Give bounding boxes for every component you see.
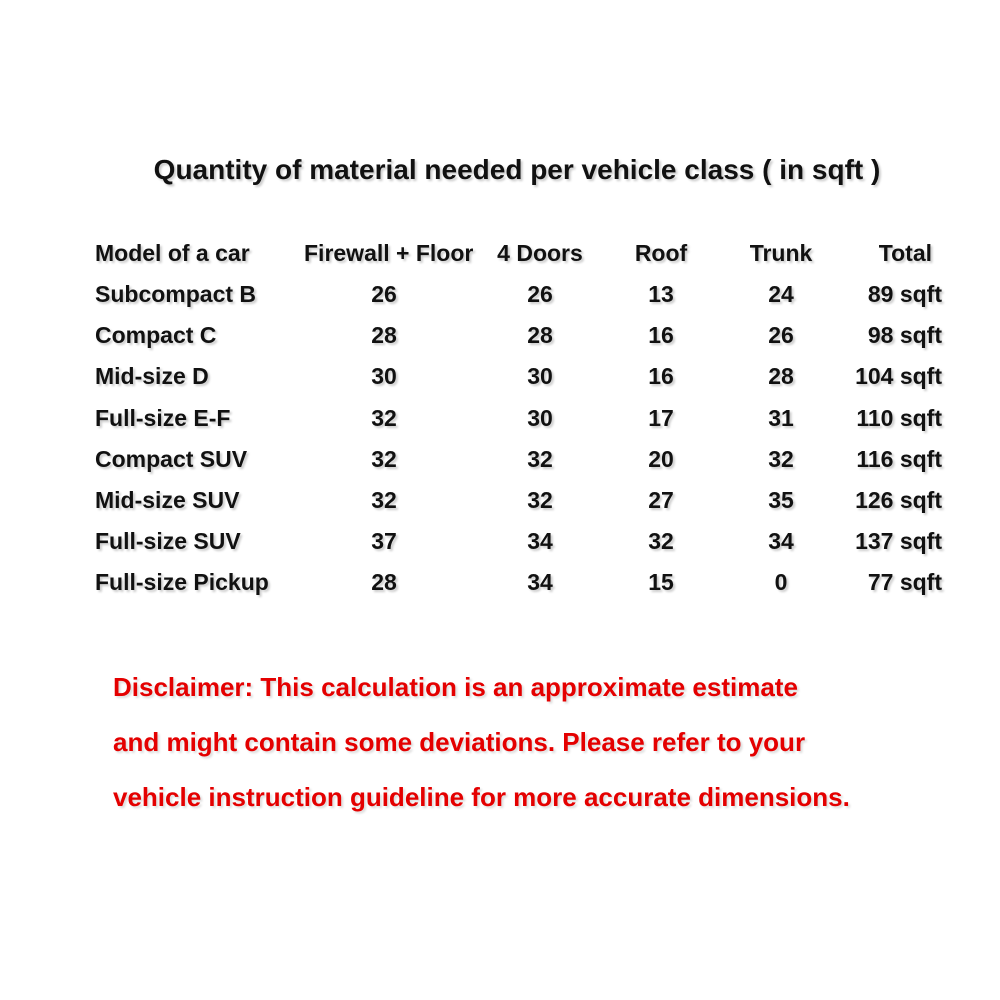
table-row: Mid-size D 30 30 16 28 104 sqft <box>0 363 1000 397</box>
cell-total: 110 sqft <box>856 404 942 431</box>
header-total: Total <box>878 240 932 266</box>
disclaimer-line: vehicle instruction guideline for more a… <box>113 782 850 812</box>
cell-firewall-floor: 28 <box>371 569 397 596</box>
header-model: Model of a car <box>95 240 250 266</box>
cell-total: 104 sqft <box>855 363 942 390</box>
cell-total: 126 sqft <box>855 487 942 513</box>
table-row: Full-size Pickup 28 34 15 0 77 sqft <box>0 569 1000 603</box>
cell-trunk: 26 <box>768 322 794 349</box>
cell-total: 137 sqft <box>855 528 942 555</box>
cell-doors: 34 <box>527 528 553 555</box>
cell-firewall-floor: 26 <box>371 281 397 307</box>
table-row: Compact SUV 32 32 20 32 116 sqft <box>0 446 1000 480</box>
cell-trunk: 32 <box>768 445 794 472</box>
header-firewall-floor: Firewall + Floor <box>304 240 474 266</box>
cell-trunk: 24 <box>768 281 794 307</box>
cell-model: Subcompact B <box>95 281 257 307</box>
disclaimer-line: and might contain some deviations. Pleas… <box>113 727 806 757</box>
cell-doors: 26 <box>527 281 553 307</box>
cell-roof: 15 <box>648 569 674 596</box>
cell-total: 98 sqft <box>867 322 942 349</box>
cell-roof: 16 <box>648 322 674 349</box>
cell-trunk: 34 <box>768 528 794 555</box>
disclaimer-line: Disclaimer: This calculation is an appro… <box>113 672 798 702</box>
cell-firewall-floor: 28 <box>371 322 397 349</box>
cell-doors: 32 <box>527 487 553 513</box>
table-row: Full-size E-F 32 30 17 31 110 sqft <box>0 405 1000 439</box>
header-trunk: Trunk <box>749 240 813 266</box>
cell-trunk: 35 <box>768 487 794 513</box>
cell-total: 116 sqft <box>856 445 942 472</box>
cell-model: Full-size Pickup <box>95 569 269 596</box>
cell-roof: 20 <box>648 445 674 472</box>
cell-model: Compact C <box>95 322 217 349</box>
cell-roof: 16 <box>648 363 674 390</box>
cell-model: Mid-size SUV <box>95 487 240 513</box>
table-row: Mid-size SUV 32 32 27 35 126 sqft <box>0 487 1000 521</box>
header-doors: 4 Doors <box>497 240 583 266</box>
cell-doors: 30 <box>527 363 553 390</box>
cell-model: Full-size E-F <box>95 404 231 431</box>
cell-model: Compact SUV <box>95 445 248 472</box>
cell-model: Full-size SUV <box>95 528 241 555</box>
cell-firewall-floor: 32 <box>371 445 397 472</box>
cell-roof: 17 <box>648 404 674 431</box>
cell-doors: 30 <box>527 404 553 431</box>
cell-trunk: 31 <box>768 404 794 431</box>
table-row: Compact C 28 28 16 26 98 sqft <box>0 322 1000 356</box>
cell-roof: 32 <box>648 528 674 555</box>
cell-doors: 34 <box>527 569 553 596</box>
cell-trunk: 0 <box>774 569 788 596</box>
cell-total: 89 sqft <box>867 281 942 307</box>
cell-roof: 13 <box>648 281 674 307</box>
cell-firewall-floor: 32 <box>371 404 397 431</box>
cell-doors: 28 <box>527 322 553 349</box>
cell-doors: 32 <box>527 445 553 472</box>
cell-firewall-floor: 30 <box>371 363 397 390</box>
cell-firewall-floor: 32 <box>371 487 397 513</box>
header-roof: Roof <box>634 240 688 266</box>
cell-firewall-floor: 37 <box>371 528 397 555</box>
cell-model: Mid-size D <box>95 363 209 390</box>
cell-total: 77 sqft <box>867 569 942 596</box>
cell-trunk: 28 <box>768 363 794 390</box>
table-header-row: Model of a car Firewall + Floor 4 Doors Roo… <box>0 240 1000 274</box>
table-row: Subcompact B 26 26 13 24 89 sqft <box>0 281 1000 315</box>
cell-roof: 27 <box>648 487 674 513</box>
page-title: Quantity of material needed per vehicle … <box>153 154 881 185</box>
table-row: Full-size SUV 37 34 32 34 137 sqft <box>0 528 1000 562</box>
